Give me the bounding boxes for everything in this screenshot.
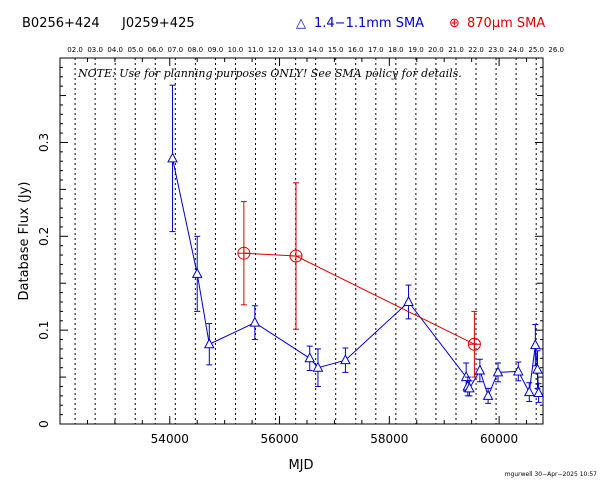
data-point-triangle bbox=[460, 371, 472, 382]
data-point-triangle bbox=[304, 352, 316, 363]
data-point-triangle bbox=[464, 382, 475, 393]
data-point-triangle bbox=[167, 152, 178, 163]
x-tick-label: 54000 bbox=[151, 432, 189, 446]
year-marker-label: 19.0 bbox=[408, 46, 424, 54]
y-tick-label: 0.1 bbox=[37, 321, 51, 340]
year-marker-label: 22.0 bbox=[468, 46, 484, 54]
data-point-triangle bbox=[532, 363, 543, 374]
data-point-triangle bbox=[474, 364, 486, 375]
data-point-triangle bbox=[191, 267, 203, 278]
data-point-triangle bbox=[492, 366, 504, 377]
year-marker-label: 06.0 bbox=[147, 46, 163, 54]
data-point-triangle bbox=[523, 386, 535, 397]
year-marker-label: 10.0 bbox=[228, 46, 244, 54]
y-tick-label: 0.3 bbox=[37, 133, 51, 152]
year-marker-label: 11.0 bbox=[248, 46, 264, 54]
year-marker-label: 24.0 bbox=[508, 46, 524, 54]
data-point-triangle bbox=[340, 354, 351, 365]
year-marker-label: 21.0 bbox=[448, 46, 464, 54]
series-870um bbox=[237, 182, 481, 378]
year-marker-label: 26.0 bbox=[548, 46, 564, 54]
year-marker-label: 15.0 bbox=[328, 46, 344, 54]
year-marker-label: 13.0 bbox=[288, 46, 304, 54]
legend-blue-marker: △ bbox=[296, 16, 306, 31]
series-1mm bbox=[167, 84, 544, 404]
year-marker-label: 18.0 bbox=[388, 46, 404, 54]
source-name-alternate: J0259+425 bbox=[121, 16, 195, 31]
year-marker-label: 07.0 bbox=[168, 46, 184, 54]
year-marker-label: 12.0 bbox=[268, 46, 284, 54]
data-point-triangle bbox=[403, 295, 414, 306]
year-marker-label: 25.0 bbox=[528, 46, 544, 54]
series-layer bbox=[167, 84, 544, 404]
year-marker-label: 02.0 bbox=[67, 46, 83, 54]
year-marker-label: 03.0 bbox=[87, 46, 103, 54]
year-marker-label: 23.0 bbox=[488, 46, 504, 54]
legend-blue-label: 1.4−1.1mm SMA bbox=[314, 16, 424, 31]
x-axis-label: MJD bbox=[288, 458, 313, 473]
y-axis-ticks: 0 0.1 0.2 0.3 bbox=[37, 66, 543, 428]
data-point-triangle bbox=[512, 365, 524, 376]
data-point-triangle bbox=[482, 389, 494, 400]
year-marker-label: 08.0 bbox=[188, 46, 204, 54]
year-marker-label: 17.0 bbox=[368, 46, 384, 54]
y-tick-label: 0 bbox=[37, 420, 51, 428]
plot-frame bbox=[59, 57, 544, 425]
data-point-triangle bbox=[533, 386, 544, 398]
y-axis-label: Database Flux (Jy) bbox=[17, 182, 32, 301]
year-labels: 02.0 03.0 04.0 05.0 06.0 07.0 08.0 09.0 10.0 11.0… bbox=[67, 46, 564, 54]
x-tick-label: 60000 bbox=[480, 432, 518, 446]
x-tick-label: 58000 bbox=[370, 432, 408, 446]
data-point-triangle bbox=[203, 338, 215, 349]
data-point-triangle bbox=[312, 361, 324, 372]
footer-credit: mgurwell 30−Apr−2025 10:57 bbox=[505, 471, 597, 478]
year-marker-label: 20.0 bbox=[428, 46, 444, 54]
year-marker-label: 05.0 bbox=[127, 46, 143, 54]
year-marker-label: 14.0 bbox=[308, 46, 324, 54]
legend-red-marker: ⊕ bbox=[449, 16, 460, 31]
x-tick-label: 56000 bbox=[260, 432, 298, 446]
data-point-triangle bbox=[249, 316, 261, 327]
y-tick-label: 0.2 bbox=[37, 227, 51, 246]
year-marker-label: 09.0 bbox=[208, 46, 224, 54]
data-point-triangle bbox=[529, 339, 541, 350]
legend-red-label: 870μm SMA bbox=[467, 16, 545, 31]
year-marker-label: 04.0 bbox=[107, 46, 123, 54]
planning-note: NOTE: Use for planning purposes ONLY! Se… bbox=[77, 67, 462, 80]
source-name-primary: B0256+424 bbox=[22, 16, 100, 31]
year-marker-label: 16.0 bbox=[348, 46, 364, 54]
x-axis-ticks: 54000 56000 58000 60000 bbox=[86, 58, 528, 446]
